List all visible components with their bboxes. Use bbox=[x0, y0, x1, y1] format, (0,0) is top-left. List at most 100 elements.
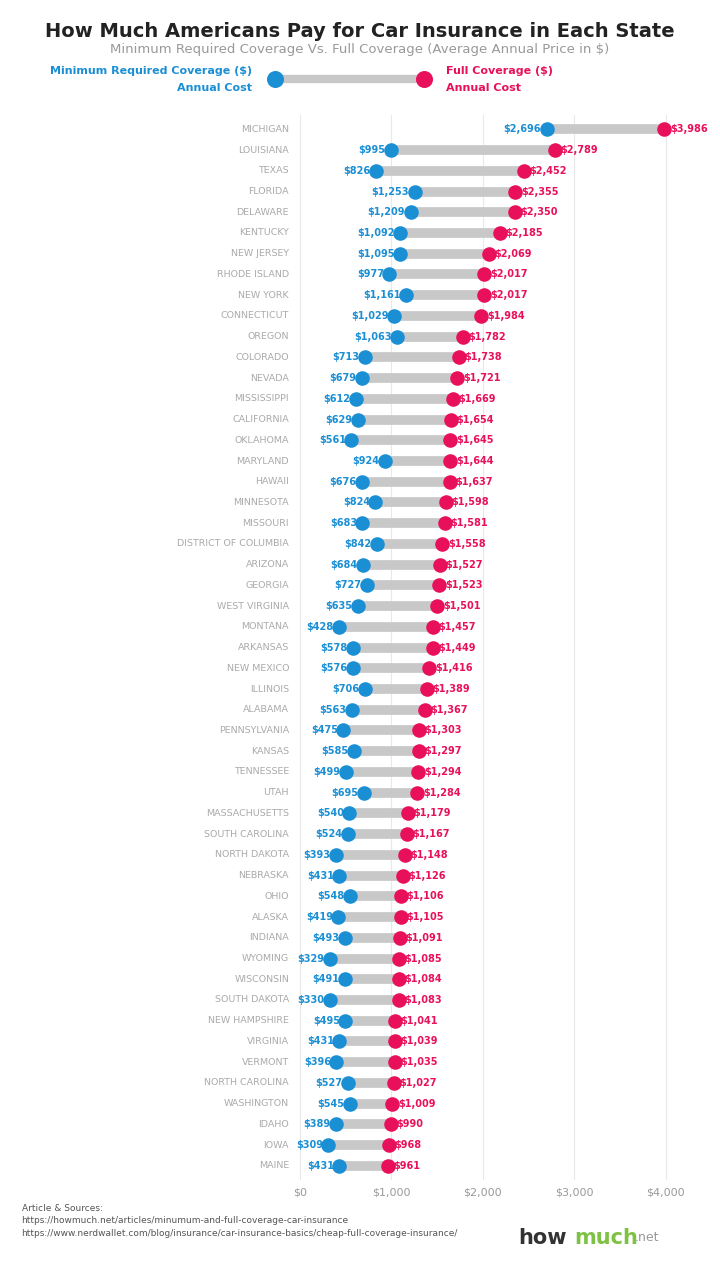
Point bbox=[397, 865, 409, 886]
Text: how: how bbox=[518, 1228, 567, 1248]
Text: $1,416: $1,416 bbox=[435, 664, 472, 674]
Point bbox=[390, 1011, 401, 1031]
Point bbox=[392, 327, 403, 347]
Text: $977: $977 bbox=[357, 269, 384, 279]
Text: COLORADO: COLORADO bbox=[235, 353, 289, 362]
Point bbox=[344, 1094, 356, 1114]
Point bbox=[340, 1011, 351, 1031]
Text: $695: $695 bbox=[331, 787, 358, 798]
Text: $635: $635 bbox=[325, 601, 353, 611]
Text: IOWA: IOWA bbox=[264, 1141, 289, 1150]
Point bbox=[356, 472, 368, 493]
Point bbox=[358, 782, 369, 803]
Point bbox=[356, 367, 368, 388]
Text: $2,185: $2,185 bbox=[505, 228, 543, 239]
Text: LOUISIANA: LOUISIANA bbox=[238, 145, 289, 154]
Text: $1,297: $1,297 bbox=[424, 746, 462, 757]
Point bbox=[457, 327, 469, 347]
Text: $524: $524 bbox=[315, 829, 343, 840]
Point bbox=[372, 533, 383, 554]
Text: $1,367: $1,367 bbox=[431, 704, 468, 715]
Text: KANSAS: KANSAS bbox=[251, 746, 289, 755]
Text: $1,027: $1,027 bbox=[400, 1078, 437, 1088]
Text: NEW YORK: NEW YORK bbox=[238, 291, 289, 300]
Text: $1,105: $1,105 bbox=[407, 912, 444, 923]
Text: $495: $495 bbox=[312, 1016, 340, 1026]
Text: $431: $431 bbox=[307, 1036, 334, 1046]
Text: MASSACHUSETTS: MASSACHUSETTS bbox=[206, 809, 289, 818]
Text: $1,984: $1,984 bbox=[487, 311, 525, 320]
Point bbox=[393, 968, 405, 989]
Point bbox=[325, 990, 336, 1011]
Point bbox=[333, 865, 345, 886]
Text: OHIO: OHIO bbox=[264, 892, 289, 901]
Text: $561: $561 bbox=[319, 435, 346, 445]
Point bbox=[418, 69, 429, 89]
Point bbox=[352, 410, 364, 430]
Point bbox=[444, 472, 456, 493]
Text: $389: $389 bbox=[303, 1119, 330, 1129]
Text: MONTANA: MONTANA bbox=[242, 623, 289, 632]
Text: INDIANA: INDIANA bbox=[249, 933, 289, 942]
Text: $2,789: $2,789 bbox=[560, 145, 598, 156]
Point bbox=[444, 450, 456, 471]
Text: $612: $612 bbox=[323, 394, 351, 403]
Text: $1,085: $1,085 bbox=[405, 953, 442, 963]
Text: $396: $396 bbox=[304, 1057, 330, 1067]
Point bbox=[659, 119, 670, 139]
Point bbox=[479, 285, 490, 305]
Text: $540: $540 bbox=[317, 809, 344, 818]
Text: $576: $576 bbox=[320, 664, 347, 674]
Text: $1,092: $1,092 bbox=[357, 228, 395, 239]
Text: $1,253: $1,253 bbox=[372, 186, 409, 197]
Text: $1,581: $1,581 bbox=[450, 518, 487, 528]
Point bbox=[333, 1031, 345, 1051]
Point bbox=[394, 223, 405, 244]
Point bbox=[479, 264, 490, 285]
Text: ARKANSAS: ARKANSAS bbox=[238, 643, 289, 652]
Point bbox=[330, 845, 342, 865]
Text: $676: $676 bbox=[329, 477, 356, 486]
Text: $824: $824 bbox=[343, 498, 370, 508]
Text: $1,644: $1,644 bbox=[456, 456, 493, 466]
Text: WYOMING: WYOMING bbox=[242, 954, 289, 963]
Point bbox=[352, 596, 364, 616]
Text: $1,721: $1,721 bbox=[463, 373, 500, 383]
Text: $826: $826 bbox=[343, 166, 370, 176]
Point bbox=[509, 202, 521, 222]
Text: $585: $585 bbox=[321, 746, 348, 757]
Text: $2,069: $2,069 bbox=[495, 249, 532, 259]
Point bbox=[359, 347, 371, 367]
Text: NEW MEXICO: NEW MEXICO bbox=[227, 664, 289, 672]
Point bbox=[424, 658, 436, 679]
Text: $1,161: $1,161 bbox=[363, 290, 401, 300]
Text: FLORIDA: FLORIDA bbox=[248, 188, 289, 197]
Point bbox=[356, 513, 368, 533]
Point bbox=[388, 306, 400, 327]
Point bbox=[428, 616, 439, 637]
Text: $330: $330 bbox=[298, 995, 325, 1005]
Point bbox=[438, 513, 450, 533]
Text: Minimum Required Coverage Vs. Full Coverage (Average Annual Price in $): Minimum Required Coverage Vs. Full Cover… bbox=[110, 43, 610, 56]
Point bbox=[390, 1031, 401, 1051]
Text: UTAH: UTAH bbox=[264, 789, 289, 798]
Point bbox=[333, 907, 344, 928]
Point bbox=[451, 367, 463, 388]
Text: $1,637: $1,637 bbox=[455, 477, 492, 486]
Point bbox=[395, 886, 407, 906]
Point bbox=[393, 948, 405, 968]
Text: $578: $578 bbox=[320, 643, 348, 652]
Text: DISTRICT OF COLUMBIA: DISTRICT OF COLUMBIA bbox=[177, 540, 289, 549]
Text: $1,294: $1,294 bbox=[424, 767, 462, 777]
Point bbox=[325, 948, 336, 968]
Point bbox=[427, 638, 438, 658]
Text: $493: $493 bbox=[312, 933, 340, 943]
Text: $684: $684 bbox=[330, 560, 357, 569]
Point bbox=[431, 596, 443, 616]
Text: $499: $499 bbox=[313, 767, 340, 777]
Point bbox=[344, 886, 356, 906]
Text: WASHINGTON: WASHINGTON bbox=[224, 1099, 289, 1108]
Point bbox=[419, 699, 431, 720]
Point bbox=[412, 782, 423, 803]
Text: MISSOURI: MISSOURI bbox=[243, 519, 289, 528]
